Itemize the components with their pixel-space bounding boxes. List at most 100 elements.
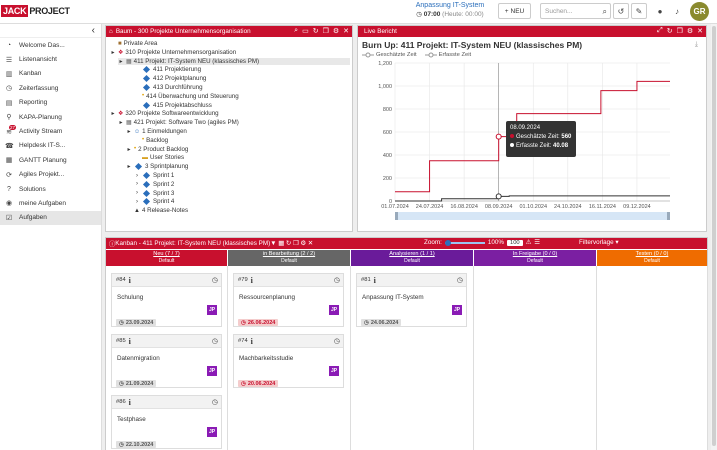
kanban-card[interactable]: #74 i ◷ Machbarkeitsstudie JP ◷ 20.06.2024	[233, 334, 344, 388]
settings-icon[interactable]: ⚙	[686, 28, 694, 35]
kanban-card[interactable]: #81 i ◷ Anpassung IT-System JP ◷ 24.06.2024	[356, 273, 467, 327]
legend-estimated[interactable]: Geschätzte Zeit	[362, 52, 417, 58]
expand-chevron-icon[interactable]: ▸	[127, 146, 131, 153]
search-input[interactable]: Suchen... ⌕	[540, 3, 611, 19]
tree-node[interactable]: › Sprint 3	[134, 189, 174, 197]
legend-recorded[interactable]: Erfasste Zeit	[424, 52, 471, 58]
tree-node[interactable]: 413 Durchführung	[134, 83, 203, 92]
page-scrollbar[interactable]	[711, 24, 717, 450]
history-button[interactable]: ↺	[613, 3, 629, 19]
page-scrollbar-thumb[interactable]	[712, 26, 716, 446]
sidebar-item-listenansicht[interactable]: ☰ Listenansicht	[0, 52, 101, 66]
zoom-slider[interactable]	[444, 239, 485, 246]
grid-icon[interactable]: ▦	[278, 240, 285, 247]
refresh-icon[interactable]: ↻	[666, 28, 673, 35]
current-project-link[interactable]: Anpassung IT-System	[415, 2, 485, 9]
assignee-avatar[interactable]: JP	[329, 305, 339, 315]
tree-node[interactable]: ▸ ❖ 320 Projekte Softwareentwicklung	[110, 110, 218, 118]
expand-chevron-icon[interactable]: ›	[136, 198, 138, 205]
settings-icon[interactable]: ⚙	[332, 28, 340, 35]
sidebar-item-zeiterfassung[interactable]: ◷ Zeiterfassung	[0, 81, 101, 95]
sidebar-item-solutions[interactable]: ? Solutions	[0, 182, 101, 196]
kanban-card[interactable]: #79 i ◷ Ressourcenplanung JP ◷ 26.06.2024	[233, 273, 344, 327]
tree-node[interactable]: › Sprint 1	[134, 171, 174, 180]
kanban-column-header[interactable]: in Bearbeitung (2 / 2) Default	[228, 250, 350, 266]
tree-node[interactable]: › Sprint 2	[134, 180, 174, 188]
tree-node[interactable]: ▸ 3 Sprintplanung	[126, 163, 188, 171]
chart-legend[interactable]: Geschätzte Zeit Erfasste Zeit	[362, 52, 471, 58]
assignee-avatar[interactable]: JP	[329, 366, 339, 376]
search-icon[interactable]: ⌕	[294, 27, 299, 34]
close-icon[interactable]: ✕	[343, 28, 349, 35]
kanban-card[interactable]: #84 i ◷ Schulung JP ◷ 23.09.2024	[111, 273, 222, 327]
tree-node[interactable]: 411 Projektierung	[134, 66, 201, 74]
zoom-input[interactable]: 100	[506, 239, 523, 246]
tree-node[interactable]: ▬ User Stories	[134, 154, 184, 161]
tree-node[interactable]: • 414 Überwachung und Steuerung	[134, 93, 239, 100]
user-avatar[interactable]: GR	[690, 2, 709, 21]
copy-icon[interactable]: ❐	[292, 240, 299, 247]
assignee-avatar[interactable]: JP	[452, 305, 462, 315]
sidebar-item-aufgaben[interactable]: ☑ Aufgaben	[0, 210, 101, 226]
copy-icon[interactable]: ❐	[322, 28, 329, 35]
tree-node[interactable]: 412 Projektplanung	[134, 75, 206, 83]
refresh-icon[interactable]: ↻	[285, 240, 292, 247]
clock-icon[interactable]: ◷	[333, 277, 340, 284]
info-icon[interactable]: i	[128, 397, 131, 407]
kanban-card[interactable]: #85 i ◷ Datenmigration JP ◷ 21.09.2024	[111, 334, 222, 388]
info-icon[interactable]: i	[128, 336, 131, 346]
expand-chevron-icon[interactable]: ▸	[119, 120, 123, 127]
clock-icon[interactable]: ◷	[211, 338, 218, 345]
sidebar-item-gantt-planung[interactable]: ▦ GANTT Planung	[0, 153, 101, 167]
download-icon[interactable]: ⤓	[694, 41, 698, 48]
expand-chevron-icon[interactable]: ▸	[111, 49, 115, 56]
tree-node[interactable]: › Sprint 4	[134, 198, 174, 206]
list-icon[interactable]: ☰	[534, 239, 540, 246]
assignee-avatar[interactable]: JP	[207, 366, 217, 376]
info-icon[interactable]: i	[250, 275, 253, 285]
sidebar-item-welcome-das[interactable]: ◔ Welcome Das...	[0, 38, 101, 52]
collapse-chevron-icon[interactable]: ‹	[91, 25, 95, 36]
sidebar-item-activity-stream[interactable]: ≋ 27 Activity Stream	[0, 124, 101, 138]
expand-chevron-icon[interactable]: ›	[136, 172, 138, 179]
tree-node[interactable]: ■ Private Area	[110, 40, 157, 47]
sidebar-item-kanban[interactable]: ▥ Kanban	[0, 67, 101, 81]
refresh-icon[interactable]: ↻	[312, 28, 319, 35]
zoom-slider-knob[interactable]	[444, 239, 451, 246]
close-icon[interactable]: ✕	[307, 240, 314, 247]
expand-chevron-icon[interactable]: ▸	[127, 164, 131, 171]
chat-button[interactable]: ●	[652, 3, 668, 19]
kanban-card[interactable]: #86 i ◷ Testphase JP ◷ 22.10.2024	[111, 395, 222, 449]
tree-node[interactable]: ▸ ☺ 1 Einmeldungen	[126, 128, 186, 135]
expand-chevron-icon[interactable]: ▸	[111, 111, 115, 118]
sidebar-item-agiles-projekt[interactable]: ⟳ Agiles Projekt...	[0, 168, 101, 182]
clock-icon[interactable]: ◷	[211, 399, 218, 406]
tree-node[interactable]: 415 Projektabschluss	[134, 101, 212, 109]
info-icon[interactable]: i	[373, 275, 376, 285]
collapse-icon[interactable]: ▭	[302, 28, 309, 35]
settings-icon[interactable]: ⚙	[300, 240, 306, 247]
assignee-avatar[interactable]: JP	[207, 305, 217, 315]
expand-chevron-icon[interactable]: ›	[136, 181, 138, 188]
kanban-column-header[interactable]: In Freigabe (0 / 0) Default	[474, 250, 596, 266]
sidebar-item-meine-aufgaben[interactable]: ◉ meine Aufgaben	[0, 196, 101, 210]
expand-chevron-icon[interactable]: ›	[136, 190, 138, 197]
sidebar-item-kapa-planung[interactable]: ⚲ KAPA-Planung	[0, 110, 101, 124]
copy-icon[interactable]: ❐	[676, 28, 683, 35]
sidebar-item-helpdesk-it-s[interactable]: ☎ Helpdesk IT-S...	[0, 139, 101, 153]
sidebar-item-reporting[interactable]: ▤ Reporting	[0, 96, 101, 110]
magic-button[interactable]: ✎	[631, 3, 647, 19]
tree-node[interactable]: ▸ ❖ 310 Projekte Unternehmensorganisation	[110, 49, 236, 56]
warning-icon[interactable]: ⚠	[525, 239, 532, 246]
tree-node[interactable]: ▲ 4 Release-Notes	[126, 207, 188, 214]
clock-icon[interactable]: ◷	[211, 277, 218, 284]
info-icon[interactable]: i	[250, 336, 253, 346]
info-icon[interactable]: i	[128, 275, 131, 285]
expand-chevron-icon[interactable]: ▸	[127, 129, 131, 135]
new-button[interactable]: + NEU	[498, 3, 531, 19]
kanban-column-header[interactable]: Testen (0 / 0) Default	[597, 250, 707, 266]
tree-node[interactable]: ▸ ▦ 411 Projekt: IT-System NEU (klassische…	[118, 57, 350, 65]
notifications-button[interactable]: ♪	[669, 3, 685, 19]
kanban-column-header[interactable]: Neu (7 / 7) Default	[106, 250, 227, 266]
assignee-avatar[interactable]: JP	[207, 427, 217, 437]
